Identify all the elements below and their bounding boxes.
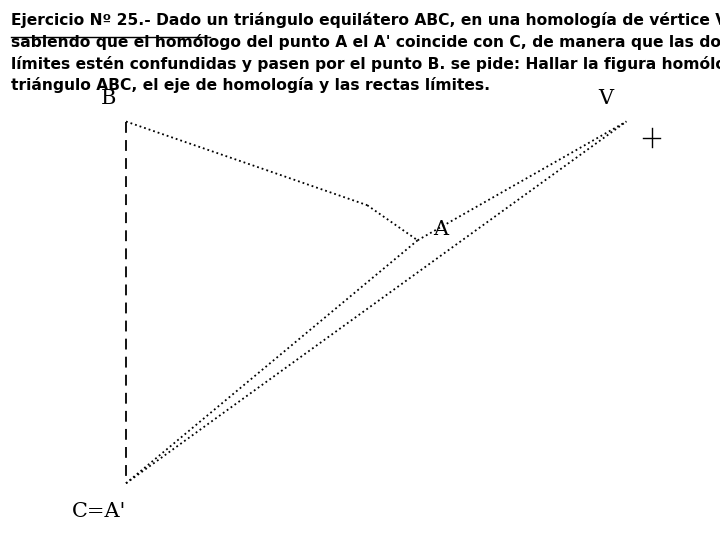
Text: B: B [100, 89, 116, 109]
Text: Ejercicio Nº 25.- Dado un triángulo equilátero ABC, en una homología de vértice : Ejercicio Nº 25.- Dado un triángulo equi… [11, 12, 720, 93]
Text: C=A': C=A' [71, 502, 126, 521]
Text: V: V [598, 89, 614, 109]
Text: A: A [433, 220, 449, 239]
